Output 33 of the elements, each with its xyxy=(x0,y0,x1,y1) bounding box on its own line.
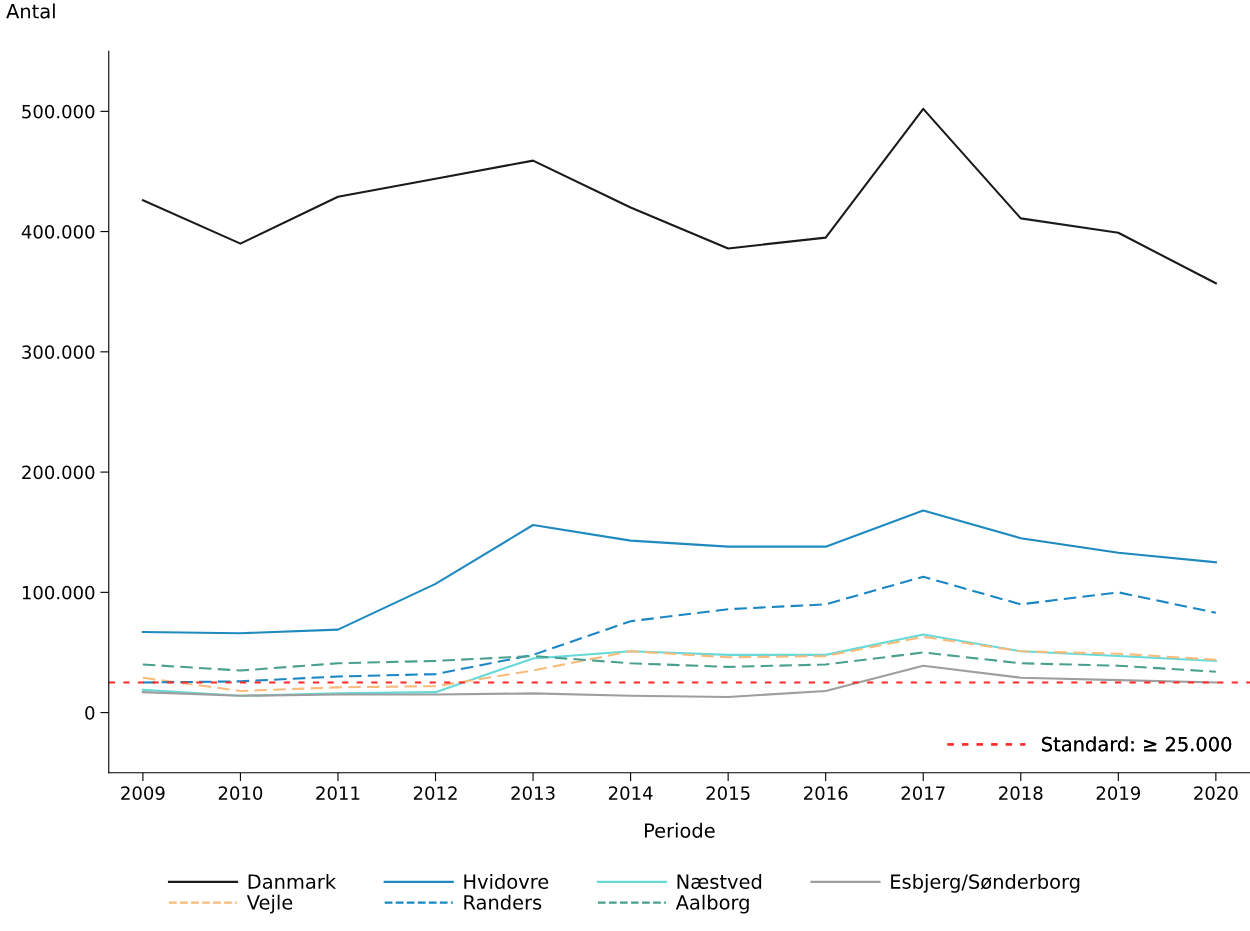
x-tick-label: 2009 xyxy=(121,786,165,800)
legend-label: Vejle xyxy=(246,894,293,914)
x-axis-title: Periode xyxy=(644,822,715,838)
x-tick-label: 2018 xyxy=(999,786,1043,800)
x-tick-label: 2017 xyxy=(901,786,945,800)
y-tick-label: 500.000 xyxy=(22,104,95,119)
x-tick-label: 2016 xyxy=(804,786,848,800)
y-tick-label: 300.000 xyxy=(22,345,95,359)
x-tick-label: 2012 xyxy=(413,786,457,800)
legend-label: Næstved xyxy=(677,873,762,889)
legend-label: Randers xyxy=(464,894,542,910)
x-tick-label: 2011 xyxy=(316,786,360,800)
y-tick-label: 400.000 xyxy=(21,225,95,239)
y-tick-label: 0 xyxy=(85,706,95,720)
line-series xyxy=(141,651,1217,673)
line-series xyxy=(141,664,1217,699)
legend-label: Esbjerg/Sønderborg xyxy=(891,873,1080,893)
y-tick-label: 100.000 xyxy=(22,585,95,600)
line-series xyxy=(141,107,1217,285)
x-tick-label: 2014 xyxy=(608,786,653,800)
legend-label: Aalborg xyxy=(675,894,749,914)
line-series xyxy=(141,509,1217,635)
legend-label: Hvidovre xyxy=(464,873,549,889)
x-tick-label: 2020 xyxy=(1194,786,1238,800)
x-tick-label: 2013 xyxy=(511,786,555,800)
y-axis-title: Antal xyxy=(6,3,55,19)
x-tick-label: 2010 xyxy=(218,786,263,800)
y-tick-label: 200.000 xyxy=(22,465,95,480)
legend-label: Standard: ≥ 25.000 xyxy=(1042,736,1232,752)
line-series xyxy=(141,575,1217,684)
legend-label: Danmark xyxy=(248,873,337,889)
x-tick-label: 2019 xyxy=(1096,786,1141,800)
x-tick-label: 2015 xyxy=(706,786,750,800)
